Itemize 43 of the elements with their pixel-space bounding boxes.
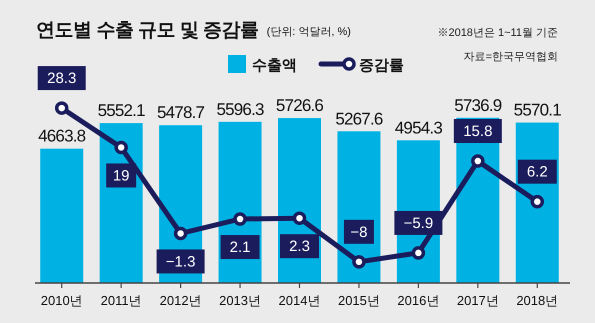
x-tick-label: 2013년: [219, 293, 262, 308]
data-label: 4663.8: [38, 126, 86, 146]
data-label: 19: [112, 167, 130, 184]
data-label: 5570.1: [514, 100, 562, 120]
x-tick-label: 2010년: [40, 293, 83, 308]
data-label: 6.2: [526, 164, 548, 181]
data-label: −5.9: [404, 214, 434, 232]
x-tick-label: 2014년: [278, 293, 320, 308]
x-tick-label: 2011년: [100, 293, 142, 308]
data-label: 5736.9: [454, 96, 502, 115]
point: [174, 226, 188, 240]
x-tick-label: 2017년: [456, 293, 499, 308]
point: [292, 211, 306, 225]
data-label: 2.3: [289, 238, 310, 256]
point: [412, 246, 426, 260]
x-tick-label: 2016년: [397, 293, 440, 308]
point: [471, 154, 485, 168]
point: [54, 101, 68, 115]
x-tick-label: 2018년: [516, 293, 558, 308]
chart-title: 연도별 수출 규모 및 증감률: [36, 20, 259, 41]
data-label: 2.1: [230, 239, 250, 256]
data-label: 5726.6: [276, 96, 324, 116]
data-label: −1.3: [166, 253, 196, 270]
data-label: 15.8: [463, 123, 492, 140]
legend-label: 수출액: [252, 57, 297, 74]
point: [233, 212, 247, 226]
legend-label: 증감률: [359, 57, 404, 74]
data-label: 5552.1: [98, 101, 146, 120]
x-tick-label: 2012년: [160, 293, 202, 308]
text: 자료=한국무역협회: [464, 51, 558, 63]
data-label: 5267.6: [335, 109, 383, 128]
point: [530, 194, 544, 208]
data-label: 28.3: [47, 70, 76, 88]
text: ※2018년은 1~11월 기준: [437, 27, 558, 39]
bar: [40, 148, 84, 283]
point: [352, 255, 366, 269]
data-label: 4954.3: [394, 118, 442, 138]
data-label: 5596.3: [216, 100, 264, 119]
data-label: 5478.7: [157, 103, 205, 122]
data-label: −8: [350, 224, 368, 241]
chart-subtitle: (단위: 억달러, %): [266, 26, 351, 38]
point: [114, 140, 128, 154]
x-tick-label: 2015년: [338, 293, 380, 308]
